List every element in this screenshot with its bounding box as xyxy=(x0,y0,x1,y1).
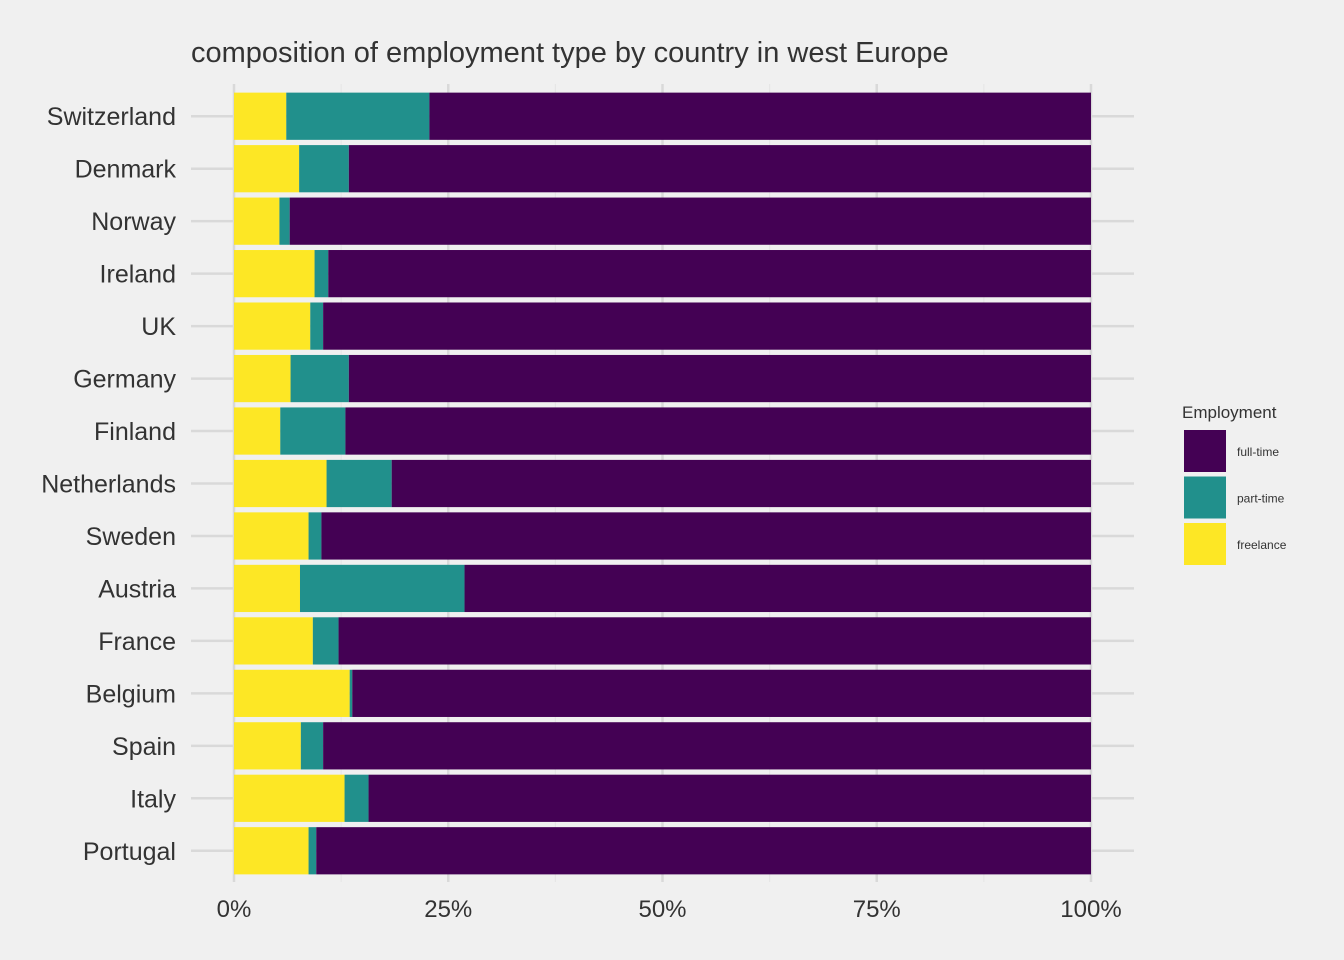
bar-full-time-uk xyxy=(323,302,1091,350)
bar-freelance-switzerland xyxy=(234,92,287,140)
y-tick-label: Switzerland xyxy=(47,103,176,131)
y-tick-label: Norway xyxy=(91,208,176,236)
bar-full-time-portugal xyxy=(316,827,1092,875)
bar-part-time-portugal xyxy=(308,827,317,875)
y-tick-label: Netherlands xyxy=(41,471,176,499)
bar-full-time-sweden xyxy=(321,512,1091,560)
y-tick-label: Sweden xyxy=(86,523,176,551)
bar-full-time-belgium xyxy=(352,669,1091,717)
legend-key-full-time xyxy=(1184,430,1226,472)
bar-full-time-switzerland xyxy=(429,92,1091,140)
bar-freelance-finland xyxy=(234,407,281,455)
x-tick-label: 100% xyxy=(1060,896,1121,923)
bar-part-time-finland xyxy=(280,407,346,455)
legend-title: Employment xyxy=(1182,403,1277,422)
bar-full-time-italy xyxy=(368,774,1091,822)
y-tick-label: Italy xyxy=(130,785,176,813)
bar-freelance-italy xyxy=(234,774,345,822)
bar-part-time-austria xyxy=(299,564,465,613)
bar-freelance-austria xyxy=(234,564,300,613)
y-tick-label: UK xyxy=(141,313,176,341)
y-tick-label: Portugal xyxy=(83,838,176,866)
bar-full-time-norway xyxy=(289,197,1092,245)
bar-full-time-finland xyxy=(345,407,1091,455)
bar-part-time-belgium xyxy=(349,669,353,717)
bar-full-time-ireland xyxy=(328,250,1091,298)
legend-key-part-time xyxy=(1184,476,1226,519)
x-tick-label: 25% xyxy=(424,896,472,923)
bar-freelance-norway xyxy=(234,197,280,245)
x-tick-label: 75% xyxy=(853,896,901,923)
bar-freelance-spain xyxy=(234,722,301,770)
bar-freelance-netherlands xyxy=(234,459,327,508)
bar-part-time-germany xyxy=(290,354,349,403)
bar-part-time-sweden xyxy=(308,512,322,560)
y-tick-label: Spain xyxy=(112,733,176,761)
bar-part-time-france xyxy=(312,617,339,665)
y-tick-label: Austria xyxy=(98,575,176,603)
legend-label-part-time: part-time xyxy=(1237,492,1285,506)
bar-full-time-austria xyxy=(464,564,1092,613)
x-tick-label: 50% xyxy=(638,896,686,923)
y-axis: Switzerland Denmark Norway Ireland UK Germany… xyxy=(41,103,176,866)
legend-label-freelance: freelance xyxy=(1237,538,1287,552)
bar-full-time-france xyxy=(338,617,1092,665)
y-tick-label: Germany xyxy=(73,366,176,394)
legend: Employment full-time part-time freelance xyxy=(1182,403,1287,565)
x-tick-label: 0% xyxy=(217,896,252,923)
legend-key-freelance xyxy=(1184,523,1226,565)
y-tick-label: Belgium xyxy=(86,680,176,708)
bar-freelance-denmark xyxy=(234,145,300,193)
bar-part-time-switzerland xyxy=(286,92,430,140)
y-tick-label: Finland xyxy=(94,418,176,446)
bar-full-time-spain xyxy=(323,722,1091,770)
bars xyxy=(234,92,1092,875)
x-axis: 0% 25% 50% 75% 100% xyxy=(217,896,1122,923)
bar-part-time-italy xyxy=(344,774,369,822)
bar-freelance-uk xyxy=(234,302,311,350)
bar-full-time-germany xyxy=(348,354,1091,403)
bar-part-time-uk xyxy=(310,302,324,350)
bar-freelance-belgium xyxy=(234,669,350,717)
bar-freelance-france xyxy=(234,617,313,665)
bar-full-time-denmark xyxy=(348,145,1091,193)
bar-part-time-norway xyxy=(279,197,290,245)
bar-freelance-ireland xyxy=(234,250,315,298)
y-tick-label: Ireland xyxy=(100,261,176,289)
bar-part-time-denmark xyxy=(299,145,349,193)
y-tick-label: France xyxy=(98,628,176,656)
bar-part-time-netherlands xyxy=(326,459,392,508)
y-tick-label: Denmark xyxy=(75,156,177,184)
bar-full-time-netherlands xyxy=(391,459,1091,508)
chart-title: composition of employment type by countr… xyxy=(191,37,949,69)
bar-freelance-sweden xyxy=(234,512,309,560)
bar-freelance-germany xyxy=(234,354,291,403)
bar-freelance-portugal xyxy=(234,827,309,875)
bar-part-time-spain xyxy=(300,722,324,770)
legend-label-full-time: full-time xyxy=(1237,445,1279,459)
bar-part-time-ireland xyxy=(314,250,329,298)
